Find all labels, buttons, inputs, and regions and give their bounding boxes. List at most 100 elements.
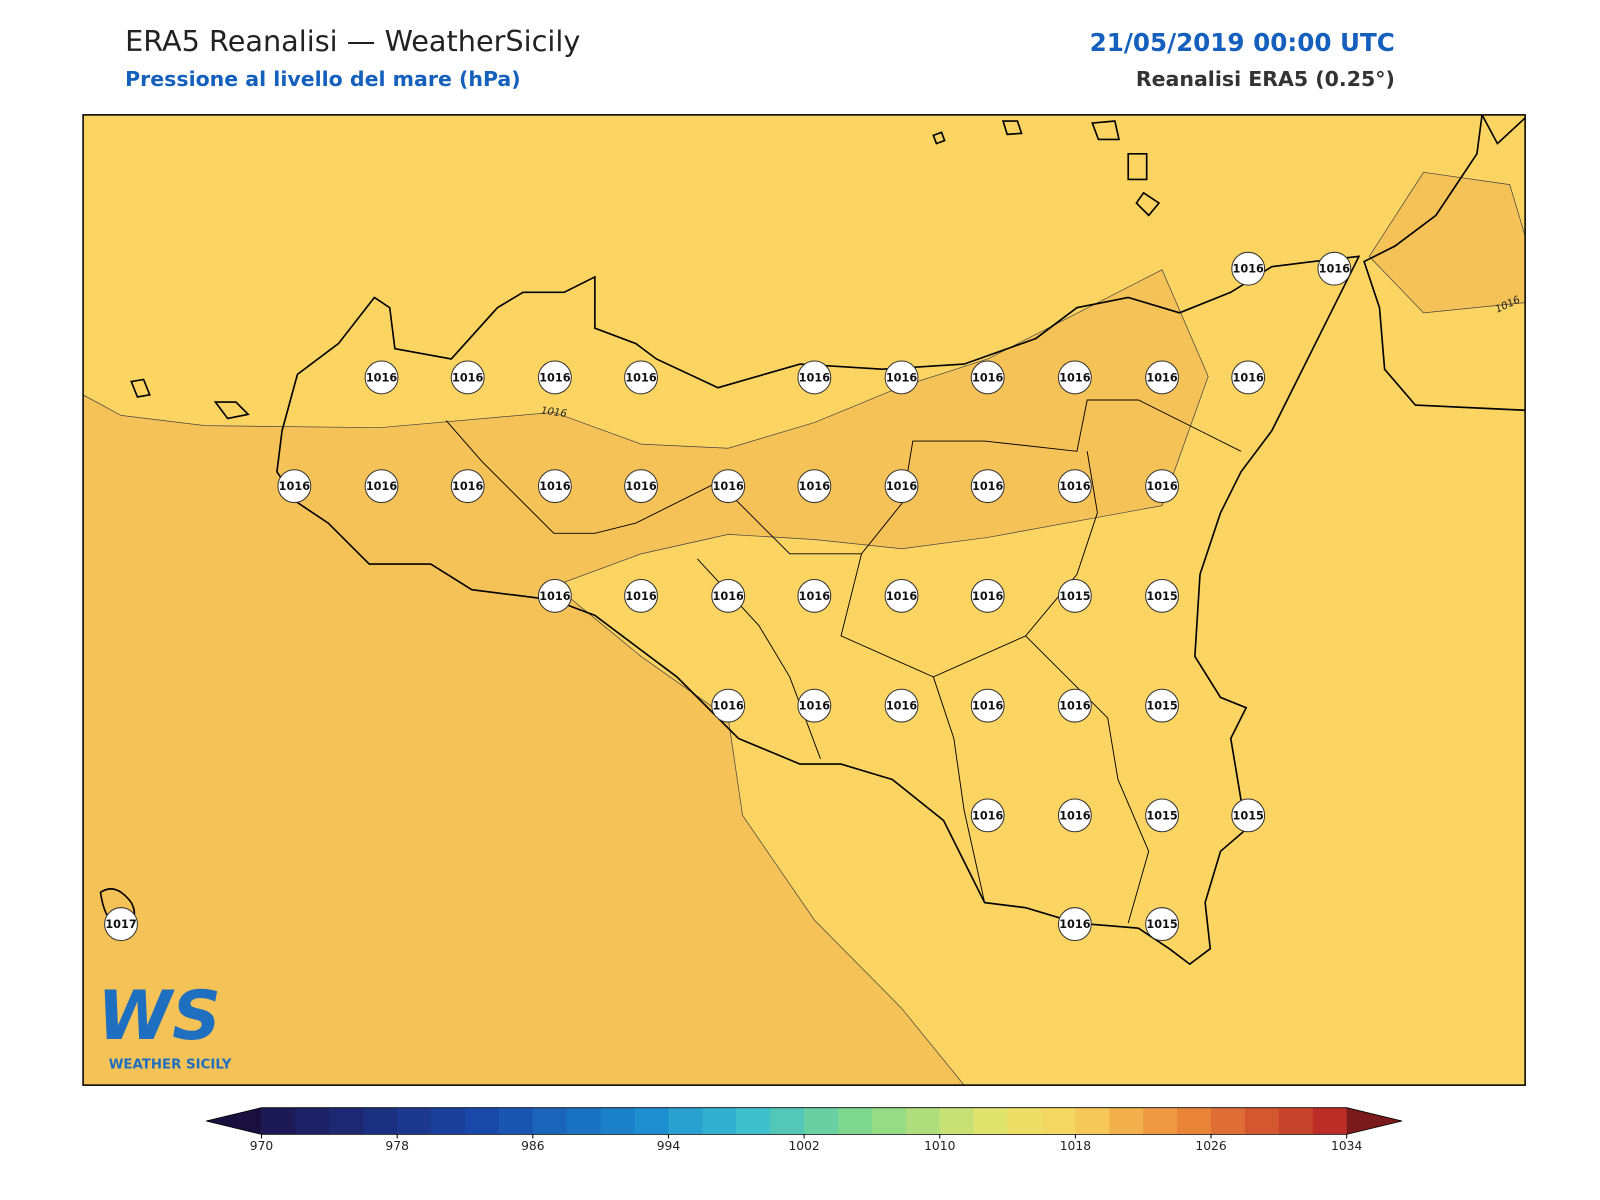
station-value: 1016 (452, 480, 484, 493)
station: 1016 (884, 688, 919, 723)
station: 1016 (624, 360, 658, 395)
station-value: 1016 (539, 480, 571, 493)
colorbar-extend-low (206, 1107, 262, 1135)
colorbar-band (363, 1107, 398, 1135)
station: 1015 (1145, 798, 1179, 833)
station: 1016 (884, 578, 919, 613)
station: 1016 (884, 469, 919, 504)
colorbar-band (498, 1107, 534, 1135)
station-marker (1231, 360, 1266, 395)
stations: 1016 1016 1016 1016 1016 1016 1016 1016 1016 1016… (104, 251, 1352, 942)
station: 1016 (797, 469, 832, 504)
station-marker (711, 469, 746, 504)
station-marker (277, 469, 312, 504)
station-marker (1145, 578, 1179, 613)
station-marker (797, 688, 832, 723)
station-value: 1016 (972, 809, 1004, 822)
colorbar-band (431, 1107, 466, 1135)
station: 1016 (711, 578, 746, 613)
station-marker (537, 469, 572, 504)
station-marker (884, 360, 919, 395)
coastline (99, 114, 1526, 966)
station: 1016 (450, 469, 485, 504)
colorbar-band (295, 1107, 330, 1135)
station-value: 1016 (279, 480, 311, 493)
colorbar-band (329, 1107, 364, 1135)
colorbar-band (702, 1107, 737, 1135)
station: 1016 (711, 469, 746, 504)
station: 1016 (970, 360, 1005, 395)
station: 1016 (1231, 360, 1266, 395)
station-value: 1016 (799, 371, 831, 384)
station-value: 1016 (1059, 371, 1091, 384)
station-value: 1016 (886, 590, 918, 603)
colorbar-tick-label: 986 (521, 1139, 545, 1153)
colorbar-band (1109, 1107, 1144, 1135)
station: 1015 (1231, 798, 1266, 833)
station-marker (884, 578, 919, 613)
station-marker (364, 469, 399, 504)
station-marker (884, 469, 919, 504)
station: 1016 (624, 469, 658, 504)
station-marker (1057, 469, 1092, 504)
station: 1015 (1145, 907, 1179, 942)
station-value: 1016 (799, 700, 831, 713)
station-value: 1015 (1146, 590, 1178, 603)
province-boundaries (445, 399, 1242, 924)
station: 1016 (1145, 360, 1179, 395)
station: 1016 (797, 688, 832, 723)
map: 1016 1016 1016 1016 1016 1016 1016 1016 1016 1016… (82, 114, 1526, 1086)
title: ERA5 Reanalisi — WeatherSicily (125, 24, 580, 58)
pressure-area (82, 269, 1209, 1086)
station-marker (104, 907, 138, 942)
map-frame (82, 114, 1526, 1086)
station-marker (1057, 798, 1092, 833)
station: 1015 (1145, 688, 1179, 723)
colorbar-band (261, 1107, 296, 1135)
station-value: 1015 (1146, 918, 1178, 931)
station-marker (970, 578, 1005, 613)
station-value: 1016 (886, 700, 918, 713)
station-marker (537, 578, 572, 613)
station-value: 1016 (713, 700, 745, 713)
station-value: 1016 (539, 590, 571, 603)
station-value: 1017 (105, 918, 136, 931)
station: 1016 (1057, 798, 1092, 833)
station-value: 1016 (886, 480, 918, 493)
station-value: 1016 (1319, 263, 1351, 276)
station-marker (450, 469, 485, 504)
station-value: 1016 (1059, 918, 1091, 931)
station-value: 1016 (1233, 263, 1265, 276)
station-value: 1016 (366, 480, 398, 493)
station-value: 1016 (799, 590, 831, 603)
station-marker (1317, 251, 1352, 286)
colorbar-tick-label: 978 (385, 1139, 408, 1153)
station-marker (970, 360, 1005, 395)
station-marker (1057, 360, 1092, 395)
station-marker (1057, 907, 1092, 942)
station-marker (1231, 798, 1266, 833)
station-marker (1057, 688, 1092, 723)
contour-label: 1016 (540, 405, 568, 421)
station: 1016 (1057, 469, 1092, 504)
colorbar-band (838, 1107, 873, 1135)
colorbar-band (736, 1107, 771, 1135)
station-marker (624, 469, 658, 504)
logo-mark: WS (97, 976, 220, 1055)
station-marker (1145, 360, 1179, 395)
colorbar-band (397, 1107, 432, 1135)
colorbar-band (668, 1107, 703, 1135)
station-marker (970, 688, 1005, 723)
station-value: 1015 (1059, 590, 1091, 603)
station-marker (1145, 469, 1179, 504)
station-marker (797, 578, 832, 613)
colorbar-band (1041, 1107, 1076, 1135)
station-value: 1016 (972, 700, 1004, 713)
station-value: 1016 (539, 371, 571, 384)
colorbar-band (465, 1107, 500, 1135)
station-marker (1145, 688, 1179, 723)
station-marker (1057, 578, 1092, 613)
colorbar-band (939, 1107, 975, 1135)
station-value: 1016 (972, 480, 1004, 493)
